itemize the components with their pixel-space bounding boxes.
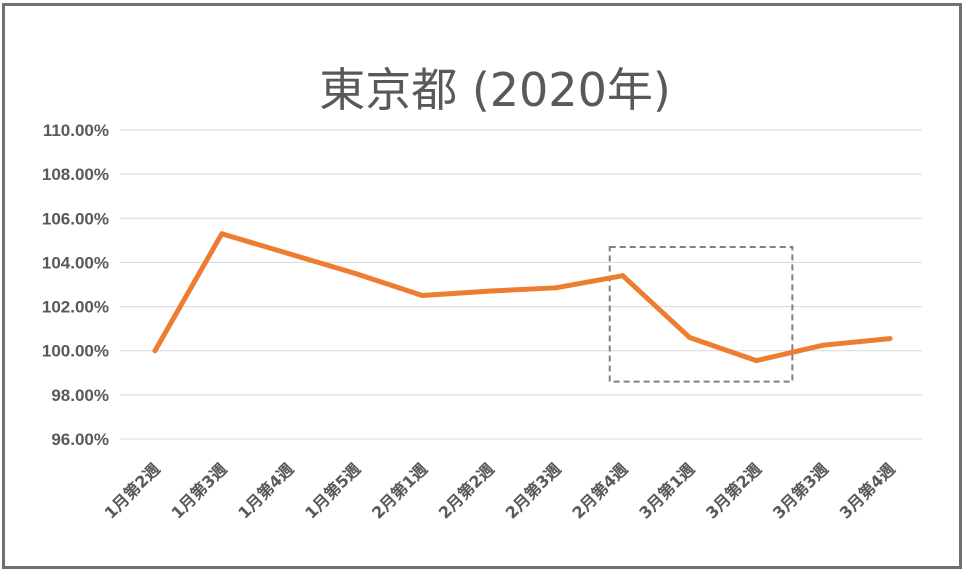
x-tick-label: 2月第1週 — [368, 459, 431, 522]
data-point — [620, 273, 626, 279]
data-point — [352, 270, 358, 276]
x-tick-label: 3月第3週 — [769, 459, 832, 522]
x-tick-label: 3月第4週 — [836, 459, 899, 522]
y-tick-label: 96.00% — [51, 430, 109, 449]
y-tick-label: 100.00% — [42, 342, 109, 361]
x-tick-label: 1月第3週 — [168, 459, 231, 522]
data-point — [687, 334, 693, 340]
x-tick-label: 1月第4週 — [234, 459, 297, 522]
x-tick-label: 2月第2週 — [435, 459, 498, 522]
y-tick-label: 110.00% — [43, 121, 109, 140]
x-tick-label: 1月第2週 — [101, 459, 164, 522]
data-point — [152, 348, 158, 354]
data-point — [887, 336, 893, 342]
y-tick-label: 102.00% — [42, 298, 109, 317]
highlight-dashed-box — [608, 245, 794, 383]
gridlines — [120, 129, 922, 440]
data-point — [753, 358, 759, 364]
data-point — [820, 342, 826, 348]
y-tick-label: 98.00% — [51, 386, 109, 405]
data-point — [419, 293, 425, 299]
x-tick-label: 3月第1週 — [635, 459, 698, 522]
data-point — [553, 285, 559, 291]
x-tick-label: 1月第5週 — [301, 459, 364, 522]
data-point — [486, 288, 492, 294]
y-axis-ticks: 96.00% 98.00% 100.00% 102.00% 104.00% 106.00%… — [42, 121, 109, 449]
x-axis-ticks: 1月第2週 1月第3週 1月第4週 1月第5週 2月第1週 2月第2週 2月第3週 2月第4週… — [101, 459, 899, 522]
chart-title: 東京都 (2020年) — [319, 63, 671, 117]
y-tick-label: 104.00% — [42, 253, 109, 272]
series-layer — [152, 231, 893, 364]
x-tick-label: 2月第4週 — [568, 459, 631, 522]
chart-frame — [2, 3, 962, 569]
annotations — [608, 245, 794, 383]
y-tick-label: 106.00% — [42, 209, 109, 228]
x-tick-label: 3月第2週 — [702, 459, 765, 522]
data-point — [286, 251, 292, 257]
data-point — [219, 231, 225, 237]
y-tick-label: 108.00% — [42, 165, 109, 184]
series-line — [152, 231, 893, 364]
x-tick-label: 2月第3週 — [502, 459, 565, 522]
